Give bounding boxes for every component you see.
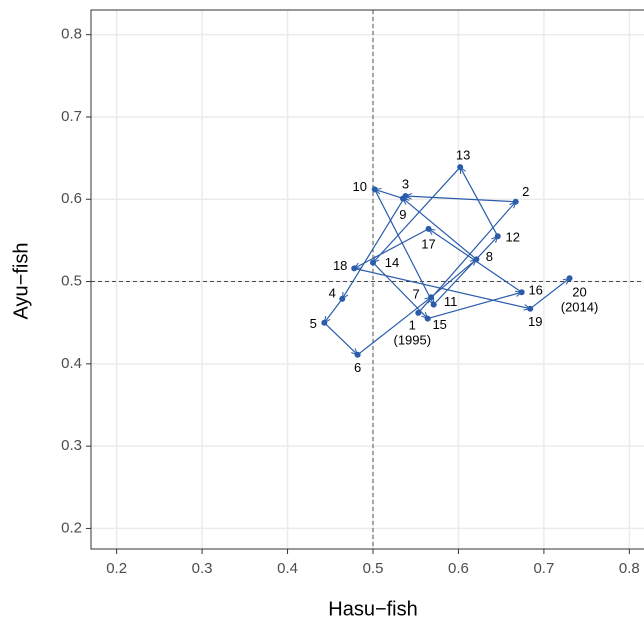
point-label: 15 bbox=[432, 317, 446, 332]
y-tick-label: 0.2 bbox=[61, 519, 82, 536]
x-tick-label: 0.3 bbox=[192, 560, 213, 577]
path-segment bbox=[529, 278, 569, 310]
point-label: 6 bbox=[354, 360, 361, 375]
path-segment bbox=[354, 228, 429, 268]
path-segment bbox=[374, 189, 434, 304]
point-label: 3 bbox=[402, 176, 409, 191]
point-label: 4 bbox=[329, 285, 336, 300]
point bbox=[415, 309, 422, 316]
point-label: 16 bbox=[528, 283, 542, 298]
path-segment bbox=[403, 198, 477, 260]
point-label: 17 bbox=[421, 236, 435, 251]
panel-border bbox=[90, 9, 644, 550]
path-segment bbox=[460, 167, 499, 237]
path-segment bbox=[427, 292, 522, 320]
point bbox=[518, 289, 525, 296]
path-segment bbox=[323, 322, 357, 355]
y-tick-label: 0.5 bbox=[61, 273, 82, 290]
point bbox=[371, 186, 378, 193]
x-tick-label: 0.7 bbox=[533, 560, 554, 577]
point bbox=[424, 315, 431, 322]
point-label: 20 bbox=[572, 285, 586, 300]
panel bbox=[91, 10, 644, 549]
y-tick-label: 0.6 bbox=[61, 190, 82, 207]
path-segment bbox=[324, 298, 343, 323]
x-tick-label: 0.6 bbox=[448, 560, 469, 577]
path-segment bbox=[373, 166, 461, 262]
year-label: (2014) bbox=[561, 300, 599, 315]
point-label: 11 bbox=[444, 294, 458, 309]
path-segment bbox=[433, 236, 498, 306]
point bbox=[354, 351, 361, 358]
point bbox=[321, 319, 328, 326]
point bbox=[494, 233, 501, 240]
point bbox=[399, 195, 406, 202]
y-tick-label: 0.4 bbox=[61, 355, 82, 372]
x-tick-label: 0.5 bbox=[363, 560, 384, 577]
point bbox=[430, 301, 437, 308]
path-segment bbox=[372, 262, 428, 319]
point bbox=[512, 198, 519, 205]
point bbox=[351, 265, 358, 272]
point-label: 1 bbox=[409, 317, 416, 332]
y-tick-label: 0.3 bbox=[61, 437, 82, 454]
point bbox=[473, 256, 480, 263]
year-label: (1995) bbox=[394, 332, 432, 347]
point bbox=[339, 295, 346, 302]
point-label: 2 bbox=[522, 184, 529, 199]
path-segment bbox=[342, 195, 406, 299]
point-label: 14 bbox=[385, 255, 399, 270]
point bbox=[457, 164, 464, 171]
point bbox=[425, 225, 432, 232]
path-segment bbox=[405, 196, 516, 203]
point-label: 13 bbox=[456, 148, 470, 163]
point bbox=[566, 275, 573, 282]
point bbox=[370, 259, 376, 266]
point bbox=[428, 294, 435, 301]
path-segment bbox=[430, 259, 476, 298]
point-label: 8 bbox=[486, 249, 493, 264]
path-segment bbox=[375, 189, 404, 200]
point-label: 18 bbox=[333, 258, 347, 273]
x-tick-label: 0.4 bbox=[277, 560, 298, 577]
point-label: 9 bbox=[399, 207, 406, 222]
path-segment bbox=[354, 267, 530, 308]
point-label: 7 bbox=[412, 287, 419, 302]
path-segment bbox=[357, 297, 431, 356]
point-label: 12 bbox=[506, 230, 520, 245]
x-tick-label: 0.8 bbox=[619, 560, 640, 577]
point-label: 5 bbox=[310, 316, 317, 331]
point-label: 10 bbox=[352, 179, 366, 194]
y-tick-label: 0.8 bbox=[61, 26, 82, 43]
y-axis-title: Ayu−fish bbox=[10, 243, 32, 320]
x-tick-label: 0.2 bbox=[106, 560, 127, 577]
x-axis-title: Hasu−fish bbox=[328, 598, 418, 620]
point-label: 19 bbox=[528, 314, 542, 329]
point bbox=[527, 305, 534, 312]
y-tick-label: 0.7 bbox=[61, 108, 82, 125]
